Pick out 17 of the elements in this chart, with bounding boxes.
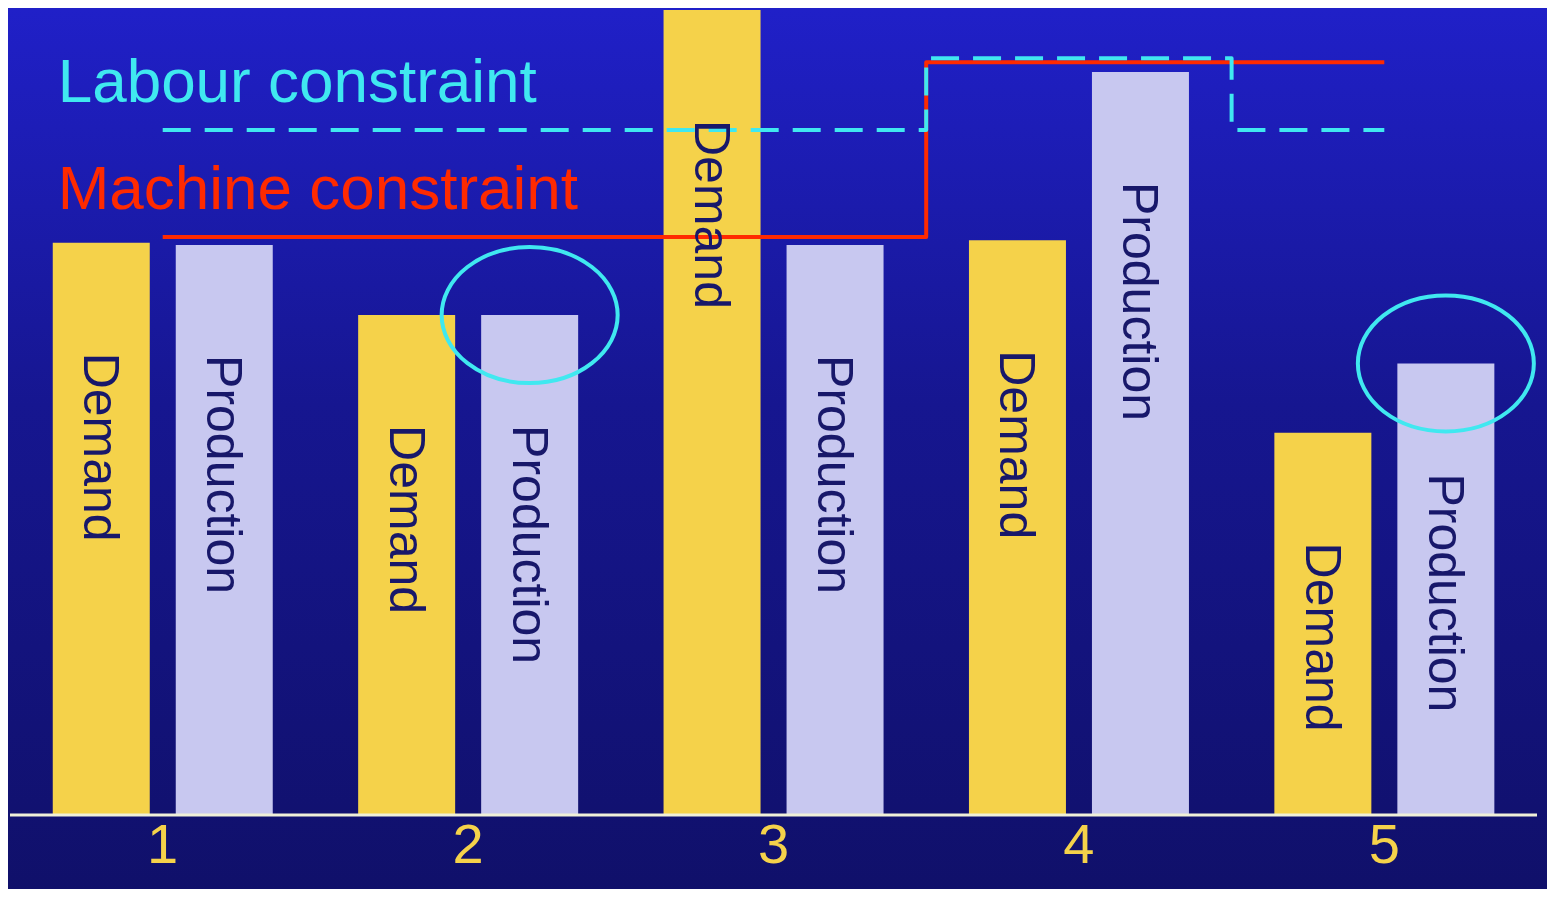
series-label: Labour constraint	[57, 45, 537, 115]
text: Production	[1417, 473, 1474, 713]
text: Demand	[989, 350, 1046, 540]
x-tick-label: 4	[1063, 811, 1095, 875]
x-tick-label: 2	[452, 811, 484, 875]
text: Production	[807, 355, 864, 595]
text: Demand	[378, 425, 435, 615]
series-label: Demand	[73, 352, 130, 542]
text: Demand	[684, 120, 741, 309]
text: Production	[1112, 181, 1169, 422]
x-tick-label: 3	[757, 811, 790, 875]
text: Production	[501, 425, 558, 665]
x-tick-label: 1	[147, 811, 179, 875]
text: Demand	[1294, 542, 1351, 732]
series-label: Production	[196, 355, 253, 595]
x-tick-label: 5	[1368, 811, 1400, 875]
series-label: Machine constraint	[57, 153, 579, 223]
